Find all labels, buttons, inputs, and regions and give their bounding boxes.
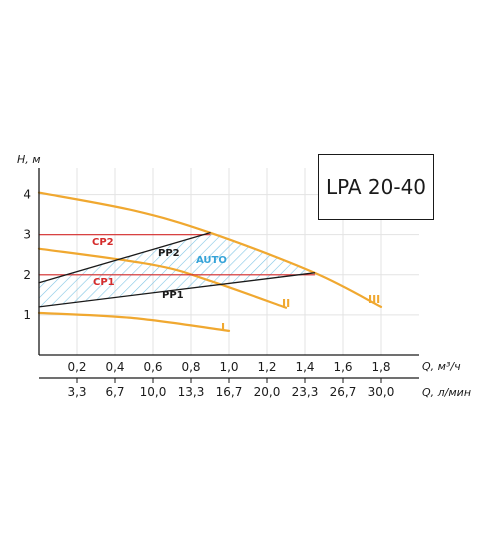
- x-tick-label: 1,8: [371, 360, 390, 374]
- x-axis-title: Q, м³/ч: [422, 360, 461, 373]
- label-pp2: PP2: [158, 248, 180, 259]
- x2-tick-label: 10,0: [140, 385, 167, 399]
- label-auto: AUTO: [196, 255, 227, 266]
- y-tick-label: 3: [23, 228, 31, 242]
- x-tick-label: 0,8: [181, 360, 200, 374]
- label-speed-ii: II: [282, 297, 290, 310]
- x-tick-label: 1,2: [257, 360, 276, 374]
- y-tick-label: 1: [23, 308, 31, 322]
- x-tick-label: 0,6: [143, 360, 162, 374]
- y-tick-label: 4: [23, 188, 31, 202]
- series-line-i: [37, 311, 231, 332]
- x-tick-label: 0,4: [105, 360, 124, 374]
- x-tick-label: 1,4: [295, 360, 314, 374]
- x2-axis-title: Q, л/мин: [422, 386, 471, 399]
- x2-tick-label: 20,0: [254, 385, 281, 399]
- x2-tick-label: 16,7: [216, 385, 243, 399]
- x2-tick-label: 26,7: [330, 385, 357, 399]
- label-speed-i: I: [221, 321, 225, 334]
- axes: [38, 168, 419, 383]
- x2-tick-label: 13,3: [178, 385, 205, 399]
- label-pp1: PP1: [162, 290, 184, 301]
- label-speed-iii: III: [368, 293, 380, 306]
- series-line-pp1: [38, 272, 316, 308]
- label-cp2: CP2: [92, 237, 114, 248]
- x-tick-label: 1,6: [333, 360, 352, 374]
- y-tick-label: 2: [23, 268, 31, 282]
- labels: 1 2 3 4 0,2 0,4 0,6 0,8 1,0 1,2 1,4 1,6 1,8 3,3 6,7 10,…: [17, 153, 471, 399]
- model-label-box: LPA 20-40: [318, 154, 434, 220]
- x2-tick-label: 23,3: [292, 385, 319, 399]
- x2-tick-label: 6,7: [105, 385, 124, 399]
- label-cp1: CP1: [93, 277, 115, 288]
- series-line-pp2: [38, 232, 211, 284]
- x-tick-label: 1,0: [219, 360, 238, 374]
- model-name: LPA 20-40: [325, 175, 427, 199]
- x2-tick-label: 30,0: [368, 385, 395, 399]
- x-tick-label: 0,2: [67, 360, 86, 374]
- series-line-ii: [37, 247, 288, 309]
- x2-tick-label: 3,3: [67, 385, 86, 399]
- y-axis-title: H, м: [17, 153, 41, 166]
- series-layer: [37, 191, 383, 332]
